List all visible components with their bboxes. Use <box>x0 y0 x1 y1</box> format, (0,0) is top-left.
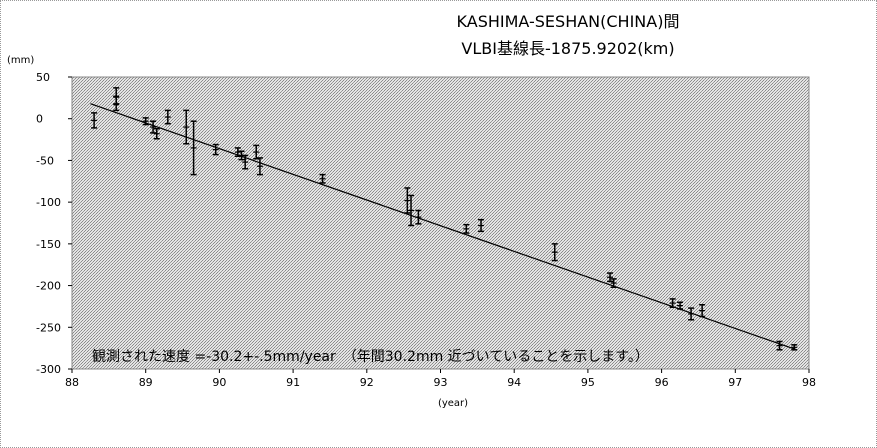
x-tick-label: 98 <box>802 376 816 389</box>
data-point <box>669 298 676 309</box>
y-tick-label: -250 <box>36 321 61 334</box>
data-point <box>699 304 706 318</box>
x-axis-ticks: 88 89 90 91 92 93 94 95 96 97 98 <box>65 369 816 389</box>
data-point <box>415 209 422 225</box>
x-tick-label: 90 <box>212 376 226 389</box>
chart-subtitle: VLBI基線長-1875.9202(km) <box>461 39 674 58</box>
fit-line <box>90 103 795 350</box>
data-point <box>478 218 485 233</box>
y-tick-label: -300 <box>36 363 61 376</box>
data-point <box>183 109 190 145</box>
data-point <box>319 173 326 184</box>
data-points <box>91 87 798 351</box>
data-point <box>91 112 98 129</box>
data-point <box>113 96 120 112</box>
y-tick-label: -100 <box>36 196 61 209</box>
x-tick-label: 91 <box>286 376 300 389</box>
y-tick-label: -200 <box>36 280 61 293</box>
data-point <box>688 307 695 321</box>
y-tick-label: -50 <box>36 154 54 167</box>
y-tick-label: 50 <box>36 71 50 84</box>
velocity-annotation: 観測された速度 =-30.2+-.5mm/year （年間30.2mm 近づいて… <box>92 348 649 365</box>
data-point <box>607 272 614 283</box>
plot-area <box>71 76 810 370</box>
x-tick-label: 93 <box>434 376 448 389</box>
x-tick-label: 89 <box>139 376 153 389</box>
x-tick-label: 96 <box>655 376 669 389</box>
data-point <box>153 127 160 140</box>
data-point <box>677 301 684 310</box>
data-point <box>142 117 149 126</box>
data-point <box>234 147 241 158</box>
y-axis-ticks: 50 0 -50 -100 -150 -200 -250 -300 <box>36 71 72 376</box>
x-axis-label: (year) <box>438 398 468 409</box>
x-tick-label: 95 <box>581 376 595 389</box>
data-point <box>212 143 219 156</box>
data-point <box>408 194 415 227</box>
x-tick-label: 88 <box>65 376 79 389</box>
data-point <box>256 157 263 176</box>
data-point <box>164 109 171 125</box>
chart-title: KASHIMA-SESHAN(CHINA)間 <box>457 12 680 31</box>
data-point <box>551 243 558 262</box>
y-axis-label: (mm) <box>7 55 34 66</box>
data-point <box>404 187 411 214</box>
data-point <box>791 344 798 351</box>
data-point <box>463 223 470 234</box>
x-tick-label: 94 <box>507 376 521 389</box>
data-point <box>610 278 617 288</box>
data-point <box>190 120 197 176</box>
data-point <box>776 340 783 351</box>
x-tick-label: 97 <box>728 376 742 389</box>
data-point <box>242 154 249 170</box>
y-tick-label: 0 <box>36 113 43 126</box>
data-point <box>253 144 260 160</box>
y-tick-label: -150 <box>36 238 61 251</box>
data-point <box>150 120 157 134</box>
x-tick-label: 92 <box>360 376 374 389</box>
